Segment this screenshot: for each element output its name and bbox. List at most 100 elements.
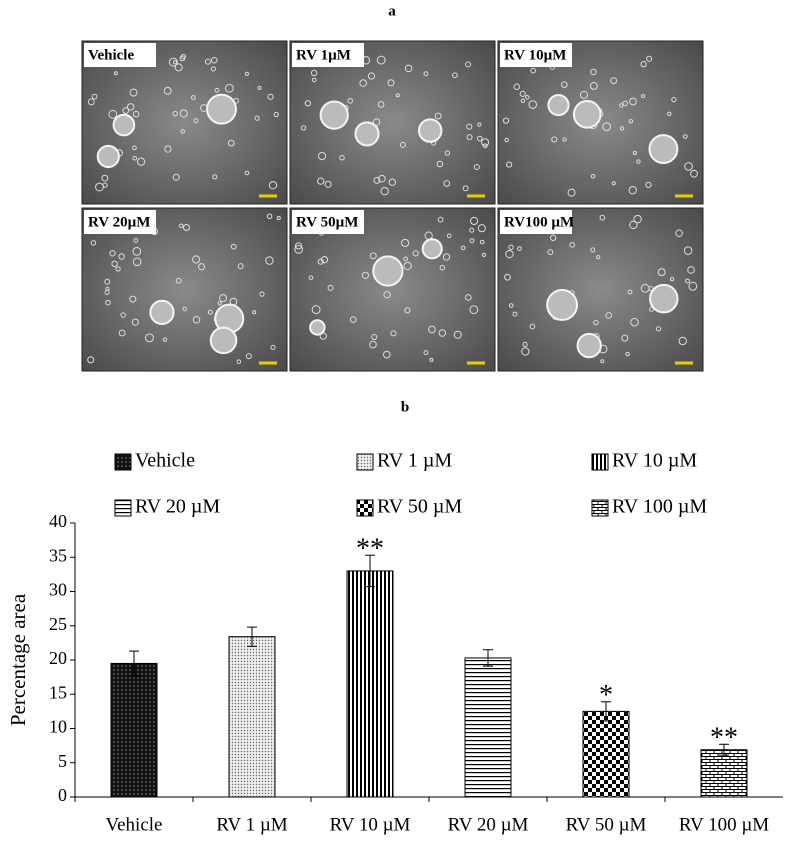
cell <box>349 316 357 323</box>
cell <box>404 64 413 73</box>
cell <box>513 83 520 90</box>
significance-label: ** <box>710 723 738 754</box>
cell <box>629 97 637 106</box>
cell <box>212 174 218 180</box>
cell <box>590 247 596 253</box>
cell <box>640 61 647 68</box>
cell <box>428 325 436 334</box>
cell <box>173 60 178 65</box>
cell <box>465 294 472 301</box>
sphere <box>206 93 237 125</box>
y-tick-label: 5 <box>58 751 67 771</box>
cell <box>453 330 462 339</box>
sphere <box>96 144 120 169</box>
cell <box>164 145 172 153</box>
cell <box>377 101 385 108</box>
cell <box>627 289 633 295</box>
cell <box>197 263 206 271</box>
cell <box>688 281 698 291</box>
sphere <box>649 283 679 314</box>
cell <box>172 110 178 117</box>
cell <box>111 260 118 268</box>
cell <box>180 129 185 134</box>
cell <box>562 137 567 142</box>
y-tick-label: 30 <box>49 580 67 600</box>
cell <box>600 359 605 364</box>
legend-swatch <box>114 453 132 471</box>
cell <box>270 344 276 350</box>
legend-label: Vehicle <box>135 450 195 472</box>
cell <box>477 122 482 127</box>
sphere <box>648 134 679 165</box>
cell <box>466 134 473 141</box>
cell <box>520 98 526 104</box>
cell <box>252 310 257 315</box>
cell <box>466 123 473 130</box>
cell <box>257 85 262 90</box>
cell <box>512 311 518 317</box>
cell <box>682 134 688 139</box>
cell <box>179 55 186 62</box>
cell <box>625 351 630 357</box>
cell <box>504 273 511 281</box>
cell <box>102 182 108 188</box>
cell <box>294 245 304 254</box>
legend-swatch <box>114 499 132 517</box>
bar <box>582 710 630 798</box>
bar <box>228 636 276 798</box>
cell <box>120 312 126 318</box>
cell <box>131 318 139 326</box>
cell <box>429 357 434 362</box>
significance-label: * <box>599 680 613 711</box>
cell <box>481 138 490 147</box>
cell <box>529 323 536 330</box>
cell <box>687 266 695 274</box>
cell <box>561 81 568 88</box>
cell <box>521 347 530 356</box>
cell <box>311 305 321 315</box>
cell <box>465 61 472 68</box>
cell <box>91 93 98 100</box>
cell <box>504 137 509 143</box>
cell <box>193 118 199 124</box>
cell <box>508 244 514 250</box>
micrograph <box>289 207 496 372</box>
cell <box>481 252 487 258</box>
cell <box>182 306 188 312</box>
cell <box>646 55 653 62</box>
y-tick-label: 15 <box>49 682 67 702</box>
cell <box>479 239 485 245</box>
sphere <box>319 100 349 130</box>
cell <box>129 88 138 97</box>
image-label: RV 10µM <box>504 47 566 63</box>
cell <box>133 238 139 243</box>
x-tick-label: RV 1 µM <box>216 814 287 835</box>
legend-label: RV 10 µM <box>612 450 697 472</box>
cell <box>530 67 537 74</box>
cell <box>551 136 558 143</box>
cell <box>371 333 378 341</box>
cell <box>320 256 329 264</box>
cell <box>217 301 222 306</box>
cell <box>339 155 345 161</box>
cell <box>300 125 307 131</box>
cell <box>590 173 596 179</box>
cell <box>387 79 395 87</box>
cell <box>87 98 95 106</box>
cell <box>683 246 693 255</box>
cell <box>254 115 260 121</box>
cell <box>470 216 479 226</box>
cell <box>400 238 410 248</box>
cell <box>630 317 639 327</box>
cell <box>437 216 444 223</box>
cell <box>633 214 642 224</box>
cell <box>632 150 637 155</box>
significance-label: ** <box>356 534 384 565</box>
sphere <box>372 255 404 287</box>
cell <box>678 336 687 346</box>
cell <box>369 252 377 260</box>
cell <box>90 240 97 246</box>
cell <box>442 253 451 261</box>
cell <box>619 103 624 108</box>
cell <box>593 319 599 326</box>
